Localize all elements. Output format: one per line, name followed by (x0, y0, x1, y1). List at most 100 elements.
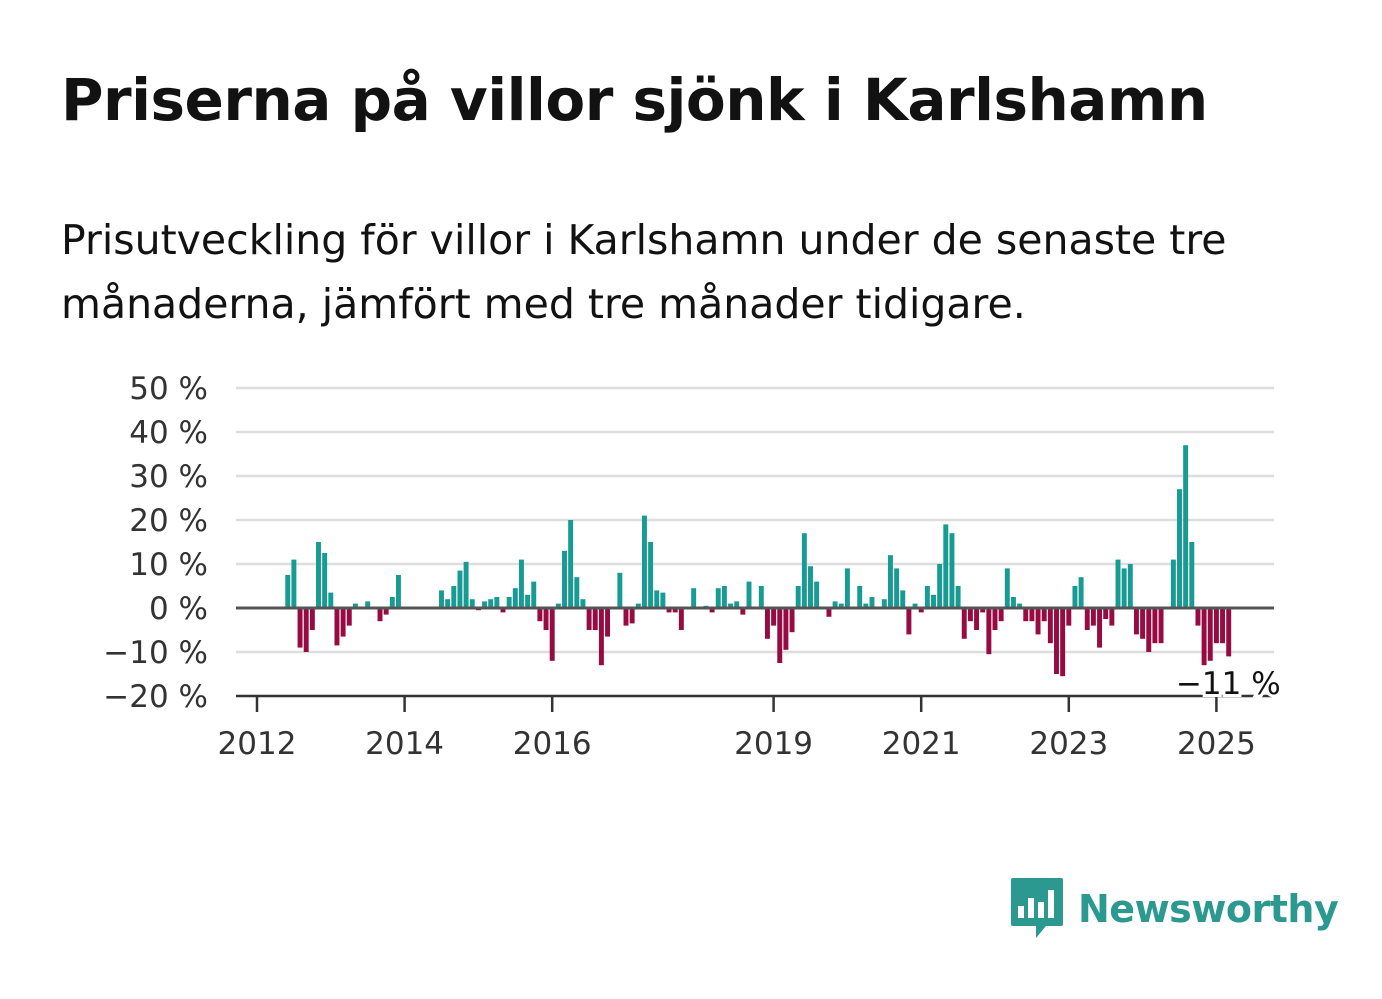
bar (451, 586, 457, 608)
bar (383, 608, 389, 615)
bar (1060, 608, 1066, 677)
bar (568, 520, 574, 608)
bar (303, 608, 309, 652)
bar (740, 608, 746, 615)
bar (1177, 489, 1182, 608)
bar (518, 559, 524, 608)
bar (537, 608, 543, 622)
bar (1127, 564, 1133, 608)
bar (1035, 608, 1041, 635)
bar (309, 608, 315, 630)
bar (543, 608, 549, 630)
bar (728, 603, 734, 608)
bar (328, 592, 334, 608)
bar (912, 603, 918, 608)
bar (789, 608, 795, 633)
bar (1029, 608, 1035, 622)
bar (365, 601, 371, 608)
bar (1084, 608, 1090, 630)
bar (580, 599, 586, 608)
bar (758, 586, 764, 608)
bar (297, 608, 303, 648)
bar (352, 603, 358, 608)
last-value-label: −11 % (1176, 666, 1281, 702)
bar (445, 599, 451, 608)
bar (814, 581, 820, 608)
bar (764, 608, 770, 639)
bar (844, 568, 850, 608)
bar (783, 608, 789, 650)
x-tick-label: 2023 (1029, 726, 1108, 762)
bar (832, 601, 838, 608)
bar (322, 553, 328, 608)
bar (1195, 608, 1201, 626)
bar (531, 581, 537, 608)
y-tick-label: 50 % (129, 371, 208, 407)
x-tick-label: 2019 (734, 726, 813, 762)
bar (285, 575, 291, 608)
y-tick-label: 0 % (149, 591, 208, 627)
bar (709, 608, 715, 613)
bar (869, 597, 875, 608)
bar (1041, 608, 1047, 622)
bar (1189, 542, 1195, 608)
bar (906, 608, 912, 635)
y-tick-label: 20 % (129, 503, 208, 539)
bar (857, 586, 863, 608)
bar (334, 608, 340, 646)
bar (1017, 603, 1023, 608)
bar (395, 575, 401, 608)
bar (1115, 559, 1121, 608)
tick-labels: 50 % 40 % 30 % 20 % 10 % 0 % −10 % −20 % 2012 201… (103, 371, 1283, 762)
bar (654, 590, 660, 608)
bar (1078, 577, 1084, 608)
bar (678, 608, 684, 630)
bar (1170, 559, 1176, 608)
bar-chart: 50 % 40 % 30 % 20 % 10 % 0 % −10 % −20 % 2012 201… (103, 371, 1283, 762)
bar (1158, 608, 1164, 644)
bar (1183, 445, 1189, 608)
bar (672, 608, 678, 613)
bar (998, 608, 1004, 622)
bar (918, 608, 924, 613)
bar (1054, 608, 1059, 674)
bar (863, 603, 869, 608)
chart-subtitle: Prisutveckling för villor i Karlshamn un… (61, 216, 1227, 328)
bar (1133, 608, 1139, 635)
bar (574, 577, 580, 608)
bar (937, 564, 943, 608)
bar (838, 603, 844, 608)
bar (1097, 608, 1103, 648)
bar (992, 608, 998, 630)
bar (1140, 608, 1146, 639)
x-tick-label: 2014 (365, 726, 444, 762)
bar (617, 572, 623, 608)
bar (389, 597, 395, 608)
bar (623, 608, 629, 626)
bar (463, 561, 469, 608)
bar (1201, 608, 1207, 666)
bar (1103, 608, 1109, 619)
bar (955, 586, 961, 608)
bar (734, 601, 740, 608)
bar (949, 533, 955, 608)
bar (1207, 608, 1213, 661)
chart-title: Priserna på villor sjönk i Karlshamn (61, 66, 1208, 134)
bar (1090, 608, 1096, 626)
bar (967, 608, 973, 622)
bar (346, 608, 352, 626)
bar (340, 608, 346, 637)
bar (549, 608, 555, 661)
bar (777, 608, 783, 663)
bar (1213, 608, 1219, 644)
bar (1023, 608, 1029, 622)
bar (629, 608, 635, 624)
bar (1066, 608, 1072, 626)
bar (512, 588, 518, 608)
bars (285, 445, 1232, 677)
bar (1146, 608, 1152, 652)
bar (488, 599, 494, 608)
bar (648, 542, 654, 608)
bar-chart-logo-icon (1011, 878, 1063, 938)
y-tick-label: −20 % (103, 679, 208, 715)
